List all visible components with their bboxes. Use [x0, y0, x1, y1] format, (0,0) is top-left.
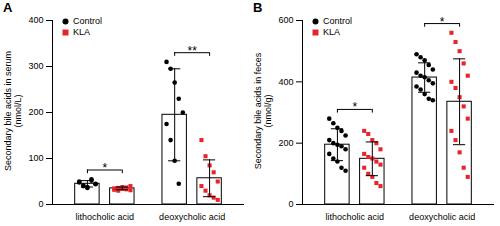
- html-text:A: A: [3, 0, 13, 15]
- html-text:Secondary bile acids in serum: Secondary bile acids in serum (nmol/L): [3, 51, 23, 171]
- svg-text:200: 200: [28, 107, 43, 117]
- svg-text:deoxycholic acid: deoxycholic acid: [409, 212, 475, 222]
- html-text:B: B: [253, 0, 263, 15]
- svg-text:300: 300: [28, 61, 43, 71]
- svg-text:400: 400: [278, 77, 293, 87]
- html-text:KLA: KLA: [73, 27, 90, 37]
- html-text:KLA: KLA: [323, 27, 340, 37]
- svg-text:600: 600: [278, 15, 293, 25]
- svg-text:0: 0: [288, 199, 293, 209]
- svg-text:lithocholic acid: lithocholic acid: [326, 212, 385, 222]
- svg-text:lithocholic acid: lithocholic acid: [76, 212, 135, 222]
- svg-text:*: *: [353, 100, 358, 114]
- svg-text:200: 200: [278, 138, 293, 148]
- svg-text:*: *: [103, 161, 108, 175]
- svg-text:100: 100: [28, 153, 43, 163]
- html-text:Secondary bile acids in feces: Secondary bile acids in feces (nmol/g): [253, 52, 273, 170]
- html-text:Control: Control: [323, 16, 352, 26]
- svg-text:**: **: [187, 44, 197, 58]
- html-text:Control: Control: [73, 16, 102, 26]
- svg-text:*: *: [440, 15, 445, 29]
- svg-text:0: 0: [38, 199, 43, 209]
- svg-text:deoxycholic acid: deoxycholic acid: [159, 212, 225, 222]
- svg-text:400: 400: [28, 15, 43, 25]
